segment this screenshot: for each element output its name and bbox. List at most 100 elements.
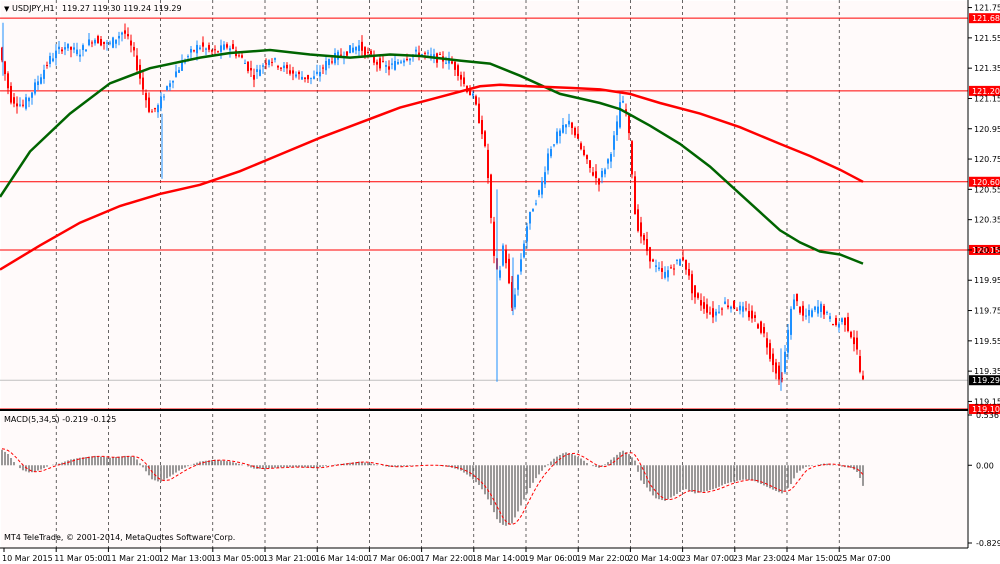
- candle-body: [418, 52, 420, 57]
- time-axis-label: 17 Mar 06:00: [367, 554, 420, 563]
- candle-body: [724, 301, 726, 304]
- price-axis-label: 121.55: [974, 34, 1000, 43]
- candle-body: [856, 337, 858, 350]
- candle-body: [208, 45, 210, 50]
- current-price-label: 119.29: [972, 376, 1000, 385]
- price-level-label: 119.10: [972, 405, 1000, 414]
- candle-body: [559, 130, 561, 137]
- candle-body: [415, 49, 417, 52]
- candle-body: [775, 362, 777, 374]
- candle-body: [250, 68, 252, 71]
- candle-body: [97, 35, 99, 44]
- candle-body: [214, 49, 216, 51]
- candle-body: [100, 39, 102, 46]
- macd-axis-label: 0.00: [976, 461, 994, 470]
- candle-body: [112, 37, 114, 48]
- candle-body: [166, 86, 168, 90]
- candle-body: [196, 44, 198, 54]
- candle-body: [427, 52, 429, 54]
- candle-body: [37, 81, 39, 86]
- candle-body: [82, 45, 84, 51]
- copyright-text: MT4 TeleTrade, © 2001-2014, MetaQuotes S…: [4, 533, 235, 542]
- candle-body: [349, 45, 351, 54]
- candle-body: [226, 44, 228, 48]
- candle-body: [319, 71, 321, 77]
- candle-body: [28, 97, 30, 102]
- price-axis-label: 120.55: [974, 185, 1000, 194]
- candle-body: [340, 54, 342, 56]
- candle-body: [805, 315, 807, 317]
- candle-body: [316, 71, 318, 74]
- candle-body: [454, 61, 456, 70]
- price-axis-label: 119.95: [974, 276, 1000, 285]
- candle-body: [34, 82, 36, 94]
- candle-body: [808, 310, 810, 316]
- candle-body: [310, 77, 312, 79]
- candle-body: [202, 42, 204, 47]
- candle-body: [145, 93, 147, 101]
- candle-body: [22, 104, 24, 106]
- candle-body: [505, 249, 507, 264]
- candle-body: [703, 302, 705, 309]
- candle-body: [859, 356, 861, 372]
- time-axis-label: 24 Mar 15:00: [785, 554, 838, 563]
- candle-body: [409, 58, 411, 61]
- candle-body: [766, 338, 768, 348]
- candle-body: [643, 234, 645, 241]
- candle-body: [433, 54, 435, 58]
- time-axis-label: 16 Mar 14:00: [315, 554, 368, 563]
- candle-body: [370, 50, 372, 55]
- price-level-lines: 121.68 121.20 120.60 120.15 119.10 119.29: [0, 13, 1000, 414]
- candle-body: [352, 47, 354, 53]
- candle-body: [475, 96, 477, 105]
- price-axis-label: 121.15: [974, 94, 1000, 103]
- candle-body: [748, 311, 750, 318]
- candle-body: [205, 48, 207, 50]
- candle-body: [688, 269, 690, 276]
- price-axis-label: 120.35: [974, 216, 1000, 225]
- candle-body: [271, 61, 273, 63]
- candle-body: [67, 43, 69, 49]
- candle-body: [190, 48, 192, 53]
- candle-body: [253, 74, 255, 80]
- candle-body: [547, 153, 549, 171]
- moving-average-lines: [0, 48, 864, 271]
- chart-symbol-arrow-icon[interactable]: ▼: [4, 5, 10, 13]
- candle-body: [217, 51, 219, 53]
- candle-body: [130, 40, 132, 46]
- candle-body: [781, 377, 783, 380]
- candle-body: [517, 275, 519, 290]
- candle-body: [229, 48, 231, 51]
- time-axis-label: 19 Mar 06:00: [524, 554, 577, 563]
- candle-body: [484, 131, 486, 147]
- candle-body: [646, 239, 648, 251]
- time-axis-label: 20 Mar 14:00: [628, 554, 681, 563]
- candle-body: [556, 131, 558, 144]
- candle-body: [826, 312, 828, 314]
- macd-axis-label: -0.829: [976, 539, 1000, 548]
- candle-body: [736, 309, 738, 311]
- candle-body: [187, 56, 189, 58]
- candle-body: [61, 49, 63, 52]
- candle-body: [514, 294, 516, 308]
- candle-body: [631, 141, 633, 175]
- candle-body: [511, 282, 513, 308]
- candle-body: [667, 270, 669, 278]
- candle-body: [322, 67, 324, 69]
- time-axis-label: 25 Mar 07:00: [837, 554, 890, 563]
- candle-body: [706, 304, 708, 313]
- candle-body: [829, 316, 831, 319]
- moving-average-line: [0, 83, 864, 271]
- candle-body: [838, 323, 840, 328]
- candle-body: [532, 209, 534, 212]
- candle-body: [241, 55, 243, 58]
- price-axis-label: 120.95: [974, 125, 1000, 134]
- candle-body: [745, 308, 747, 310]
- candle-body: [403, 60, 405, 63]
- candle-body: [610, 153, 612, 162]
- candle-body: [424, 52, 426, 54]
- candle-body: [382, 60, 384, 62]
- candle-body: [673, 268, 675, 270]
- candle-body: [421, 54, 423, 56]
- candle-body: [52, 58, 54, 62]
